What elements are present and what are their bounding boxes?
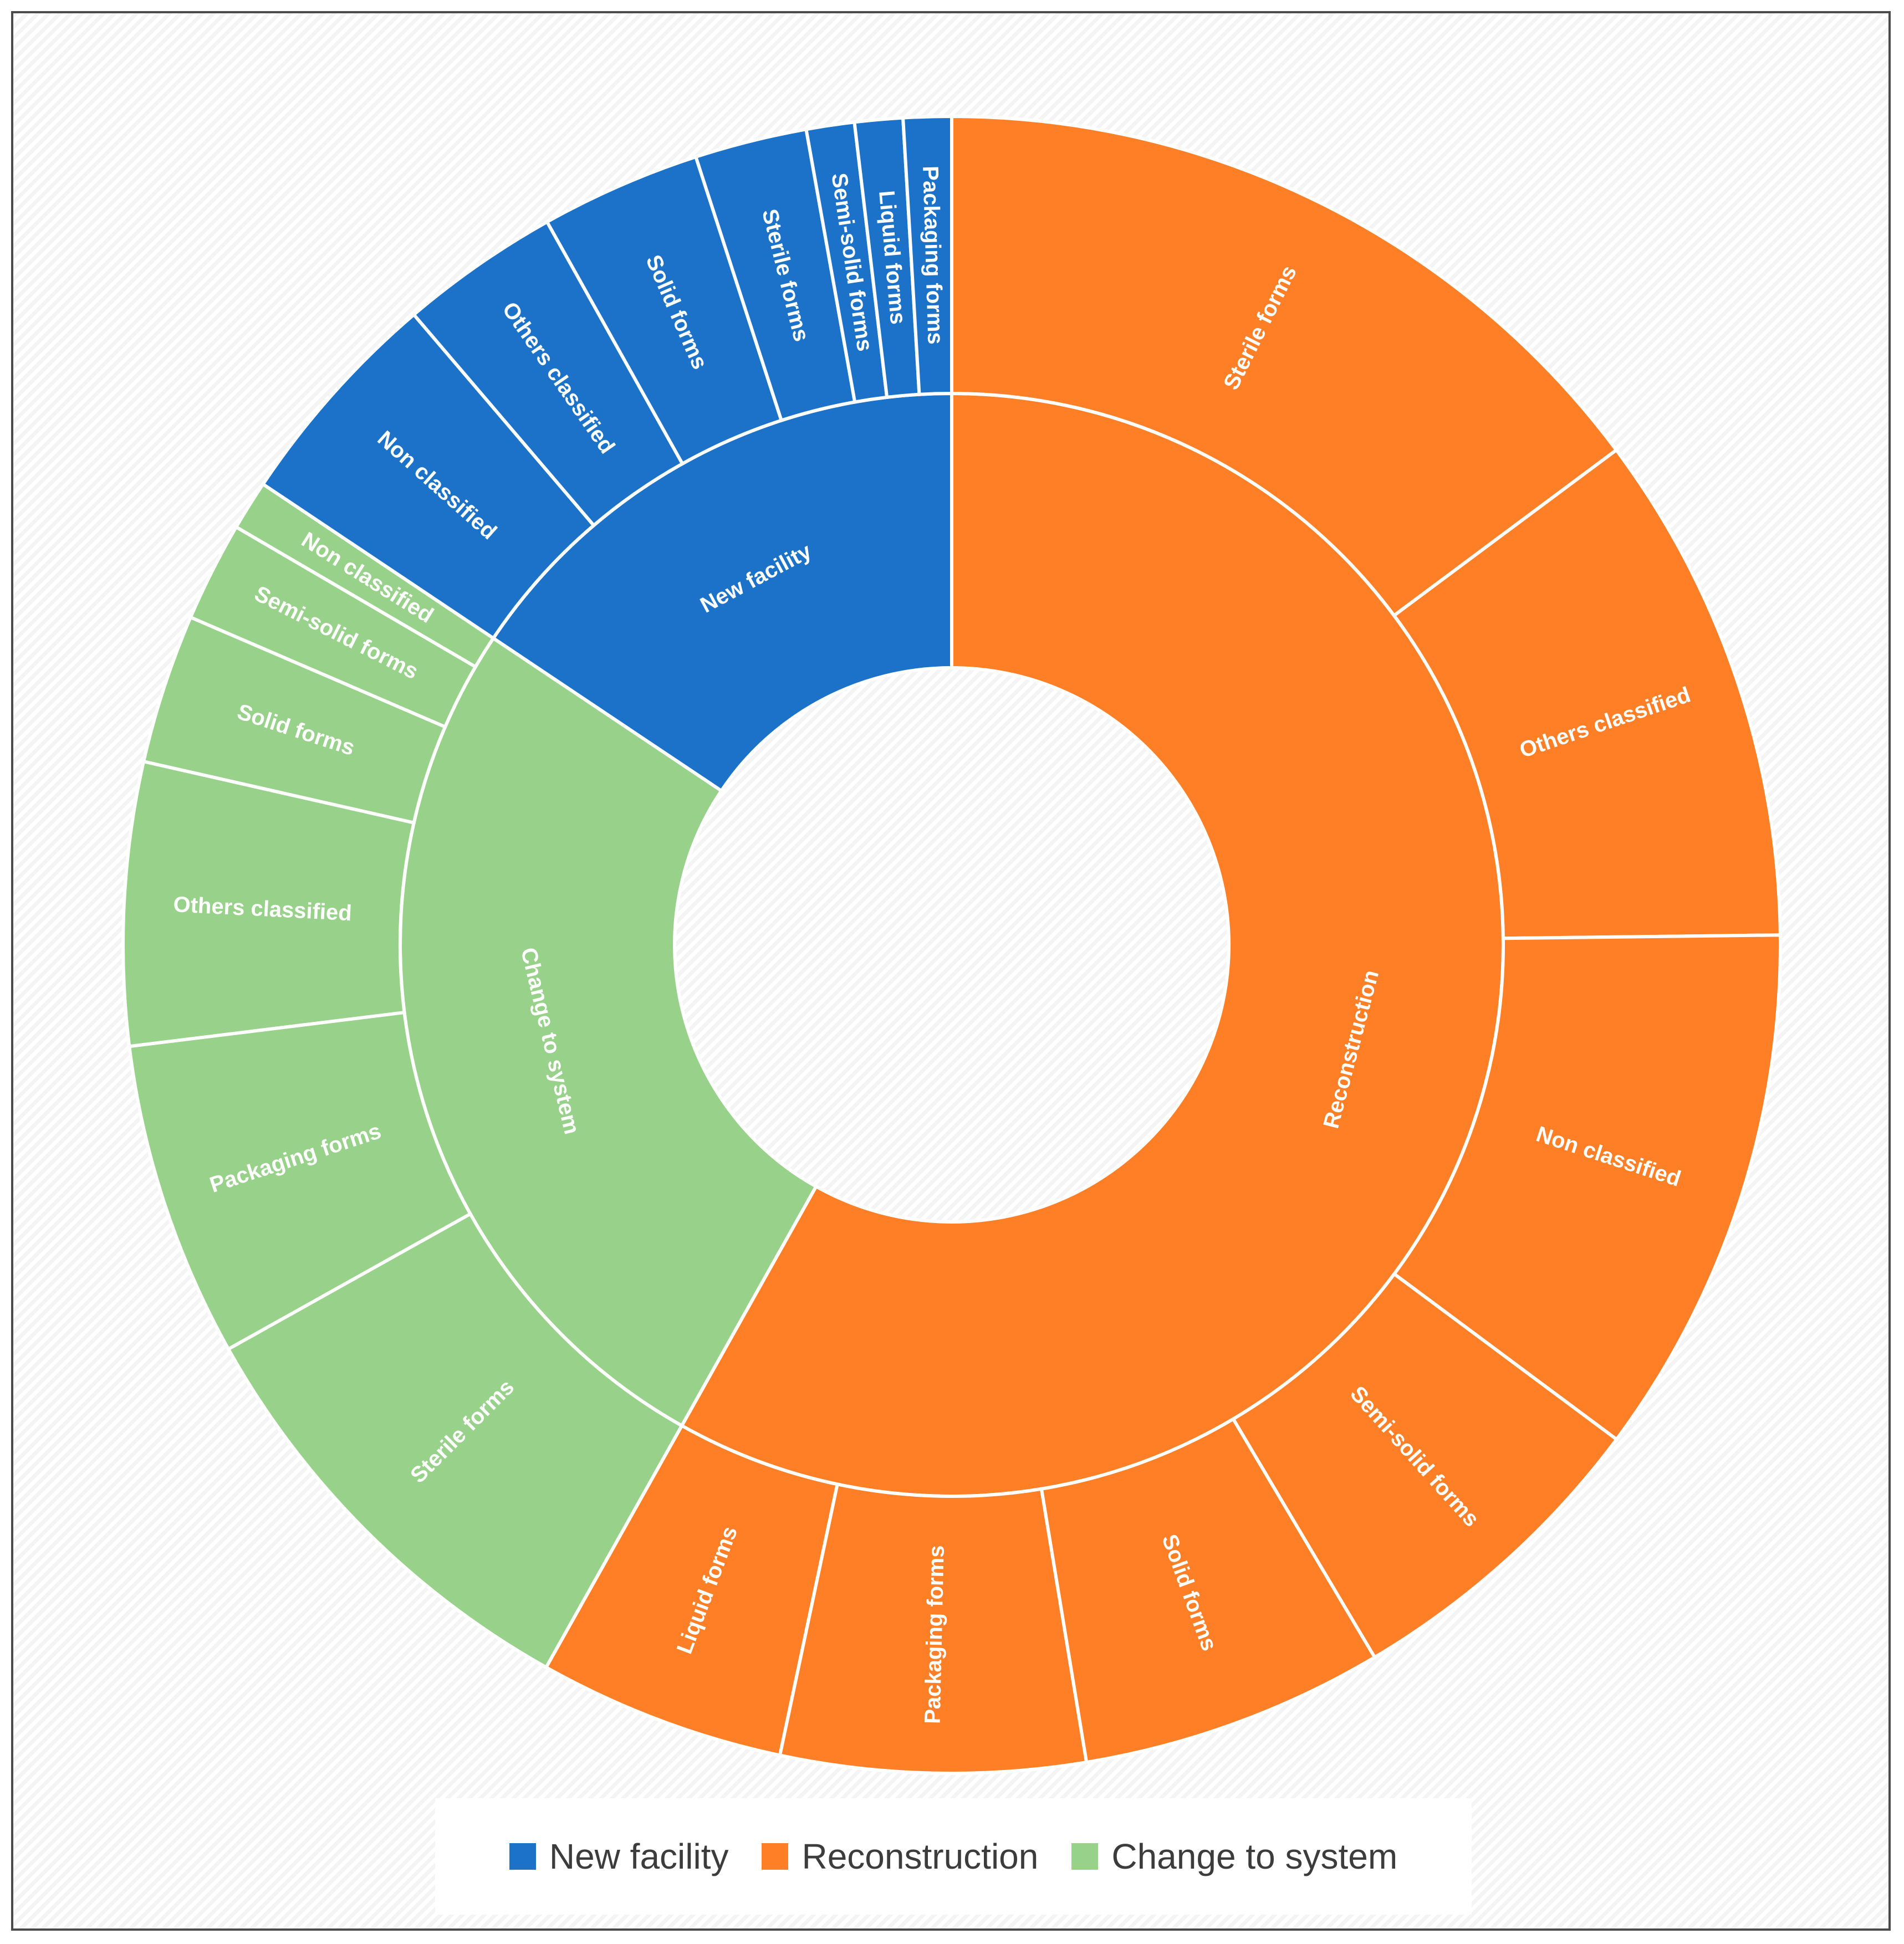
legend-swatch-reconstruction xyxy=(762,1843,789,1870)
legend-item-new-facility[interactable]: New facility xyxy=(509,1836,729,1877)
legend-swatch-new-facility xyxy=(509,1843,536,1870)
legend-label: New facility xyxy=(549,1836,729,1876)
legend-label: Change to system xyxy=(1111,1836,1398,1876)
legend-item-change-to-system[interactable]: Change to system xyxy=(1071,1836,1397,1877)
outer-label-reconstruction-packaging-forms: Packaging forms xyxy=(921,1545,949,1724)
outer-segment-new-facility-packaging-forms[interactable] xyxy=(901,114,953,396)
outer-segment-reconstruction-others-classified[interactable] xyxy=(1391,447,1782,940)
outer-segment-reconstruction-non-classified[interactable] xyxy=(1392,933,1782,1442)
legend: New facility Reconstruction Change to sy… xyxy=(435,1798,1472,1915)
outer-label-new-facility-packaging-forms: Packaging forms xyxy=(918,166,947,345)
outer-segment-reconstruction-sterile-forms[interactable] xyxy=(950,114,1619,618)
legend-item-reconstruction[interactable]: Reconstruction xyxy=(762,1836,1038,1877)
outer-segment-change-to-system-sterile-forms[interactable] xyxy=(226,1211,685,1670)
legend-label: Reconstruction xyxy=(802,1836,1039,1876)
legend-swatch-change-to-system xyxy=(1071,1843,1099,1870)
